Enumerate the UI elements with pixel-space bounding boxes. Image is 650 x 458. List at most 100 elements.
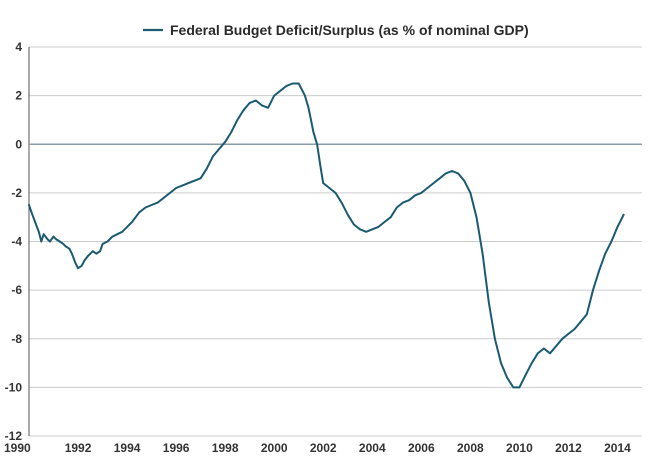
y-tick-label: -8 bbox=[11, 332, 22, 346]
data-point bbox=[438, 177, 441, 180]
data-point bbox=[89, 252, 92, 255]
data-point bbox=[414, 194, 417, 197]
data-point bbox=[457, 172, 459, 175]
data-point bbox=[512, 386, 515, 389]
data-point bbox=[359, 228, 361, 231]
data-point bbox=[316, 143, 318, 146]
data-point bbox=[169, 192, 171, 194]
grid bbox=[29, 46, 642, 437]
data-point bbox=[518, 386, 521, 389]
data-point bbox=[224, 141, 226, 143]
x-tick-label: 2010 bbox=[506, 441, 533, 455]
data-point bbox=[426, 187, 429, 189]
y-tick-label: -10 bbox=[5, 380, 23, 394]
x-tick-label: 2002 bbox=[310, 441, 337, 455]
data-point bbox=[389, 216, 392, 218]
x-axis-ticks: 1990 1992 1994 1996 1998 2000 2002 2004 2006 2008… bbox=[4, 441, 631, 455]
data-point bbox=[92, 250, 94, 252]
data-point bbox=[150, 204, 153, 206]
data-point bbox=[310, 119, 312, 121]
legend-label: Federal Budget Deficit/Surplus (as % of … bbox=[170, 22, 529, 38]
x-tick-label: 1992 bbox=[65, 441, 92, 455]
data-point bbox=[138, 211, 141, 214]
data-point bbox=[463, 179, 466, 182]
data-point bbox=[58, 240, 61, 243]
legend: Federal Budget Deficit/Surplus (as % of … bbox=[143, 22, 529, 38]
data-point bbox=[34, 221, 36, 223]
y-tick-label: -2 bbox=[11, 186, 22, 200]
data-point bbox=[80, 265, 83, 267]
data-point bbox=[65, 245, 67, 248]
data-point bbox=[377, 226, 380, 228]
axes bbox=[28, 47, 642, 436]
data-point bbox=[451, 170, 453, 172]
data-point bbox=[267, 107, 269, 109]
data-point bbox=[524, 374, 527, 377]
data-point bbox=[347, 214, 349, 216]
data-point bbox=[74, 262, 77, 265]
data-point bbox=[408, 199, 410, 201]
data-point bbox=[598, 269, 600, 272]
data-point bbox=[500, 362, 502, 364]
x-tick-label: 2004 bbox=[359, 441, 386, 455]
data-point bbox=[561, 338, 564, 340]
data-point bbox=[622, 214, 625, 216]
data-point bbox=[555, 345, 557, 347]
data-point bbox=[212, 155, 214, 158]
data-point bbox=[273, 94, 276, 97]
data-point bbox=[236, 119, 239, 121]
data-point bbox=[530, 362, 533, 364]
x-tick-label: 1994 bbox=[114, 441, 141, 455]
data-point bbox=[488, 301, 490, 304]
data-point bbox=[218, 148, 220, 150]
data-point bbox=[353, 223, 355, 226]
data-point bbox=[121, 231, 123, 233]
data-point bbox=[592, 289, 594, 291]
y-tick-label: -12 bbox=[5, 429, 23, 443]
data-point bbox=[101, 243, 104, 245]
data-point bbox=[291, 82, 294, 85]
data-point bbox=[402, 201, 404, 204]
data-point bbox=[586, 313, 588, 316]
data-point bbox=[230, 131, 233, 133]
data-point bbox=[144, 206, 147, 209]
data-point bbox=[62, 243, 65, 245]
data-point bbox=[573, 328, 576, 330]
data-point bbox=[420, 192, 423, 194]
data-point bbox=[334, 192, 337, 194]
data-point bbox=[199, 177, 202, 180]
x-tick-label: 1996 bbox=[163, 441, 190, 455]
x-tick-label: 2000 bbox=[261, 441, 288, 455]
data-point bbox=[396, 206, 398, 209]
data-point bbox=[38, 231, 40, 233]
data-point bbox=[111, 235, 114, 238]
data-point bbox=[99, 250, 101, 252]
data-point bbox=[365, 231, 368, 233]
data-point bbox=[55, 238, 57, 240]
x-tick-label: 2008 bbox=[457, 441, 484, 455]
data-point bbox=[297, 82, 300, 85]
data-point bbox=[248, 102, 251, 104]
data-point bbox=[312, 131, 315, 133]
data-point bbox=[604, 252, 606, 255]
data-point bbox=[106, 240, 109, 243]
data-point bbox=[156, 201, 159, 204]
data-point bbox=[163, 196, 165, 199]
y-tick-label: -4 bbox=[11, 235, 22, 249]
data-point bbox=[543, 347, 545, 350]
data-point bbox=[469, 192, 472, 194]
data-point bbox=[187, 182, 190, 184]
data-point bbox=[30, 211, 33, 214]
x-tick-label: 2014 bbox=[604, 441, 631, 455]
series-line bbox=[28, 82, 625, 389]
data-point bbox=[68, 248, 71, 250]
data-point bbox=[52, 235, 55, 238]
data-point bbox=[340, 201, 343, 204]
data-point bbox=[616, 226, 619, 228]
data-point bbox=[242, 109, 245, 111]
data-point bbox=[71, 252, 73, 255]
data-point bbox=[126, 226, 128, 228]
data-point bbox=[322, 182, 325, 184]
